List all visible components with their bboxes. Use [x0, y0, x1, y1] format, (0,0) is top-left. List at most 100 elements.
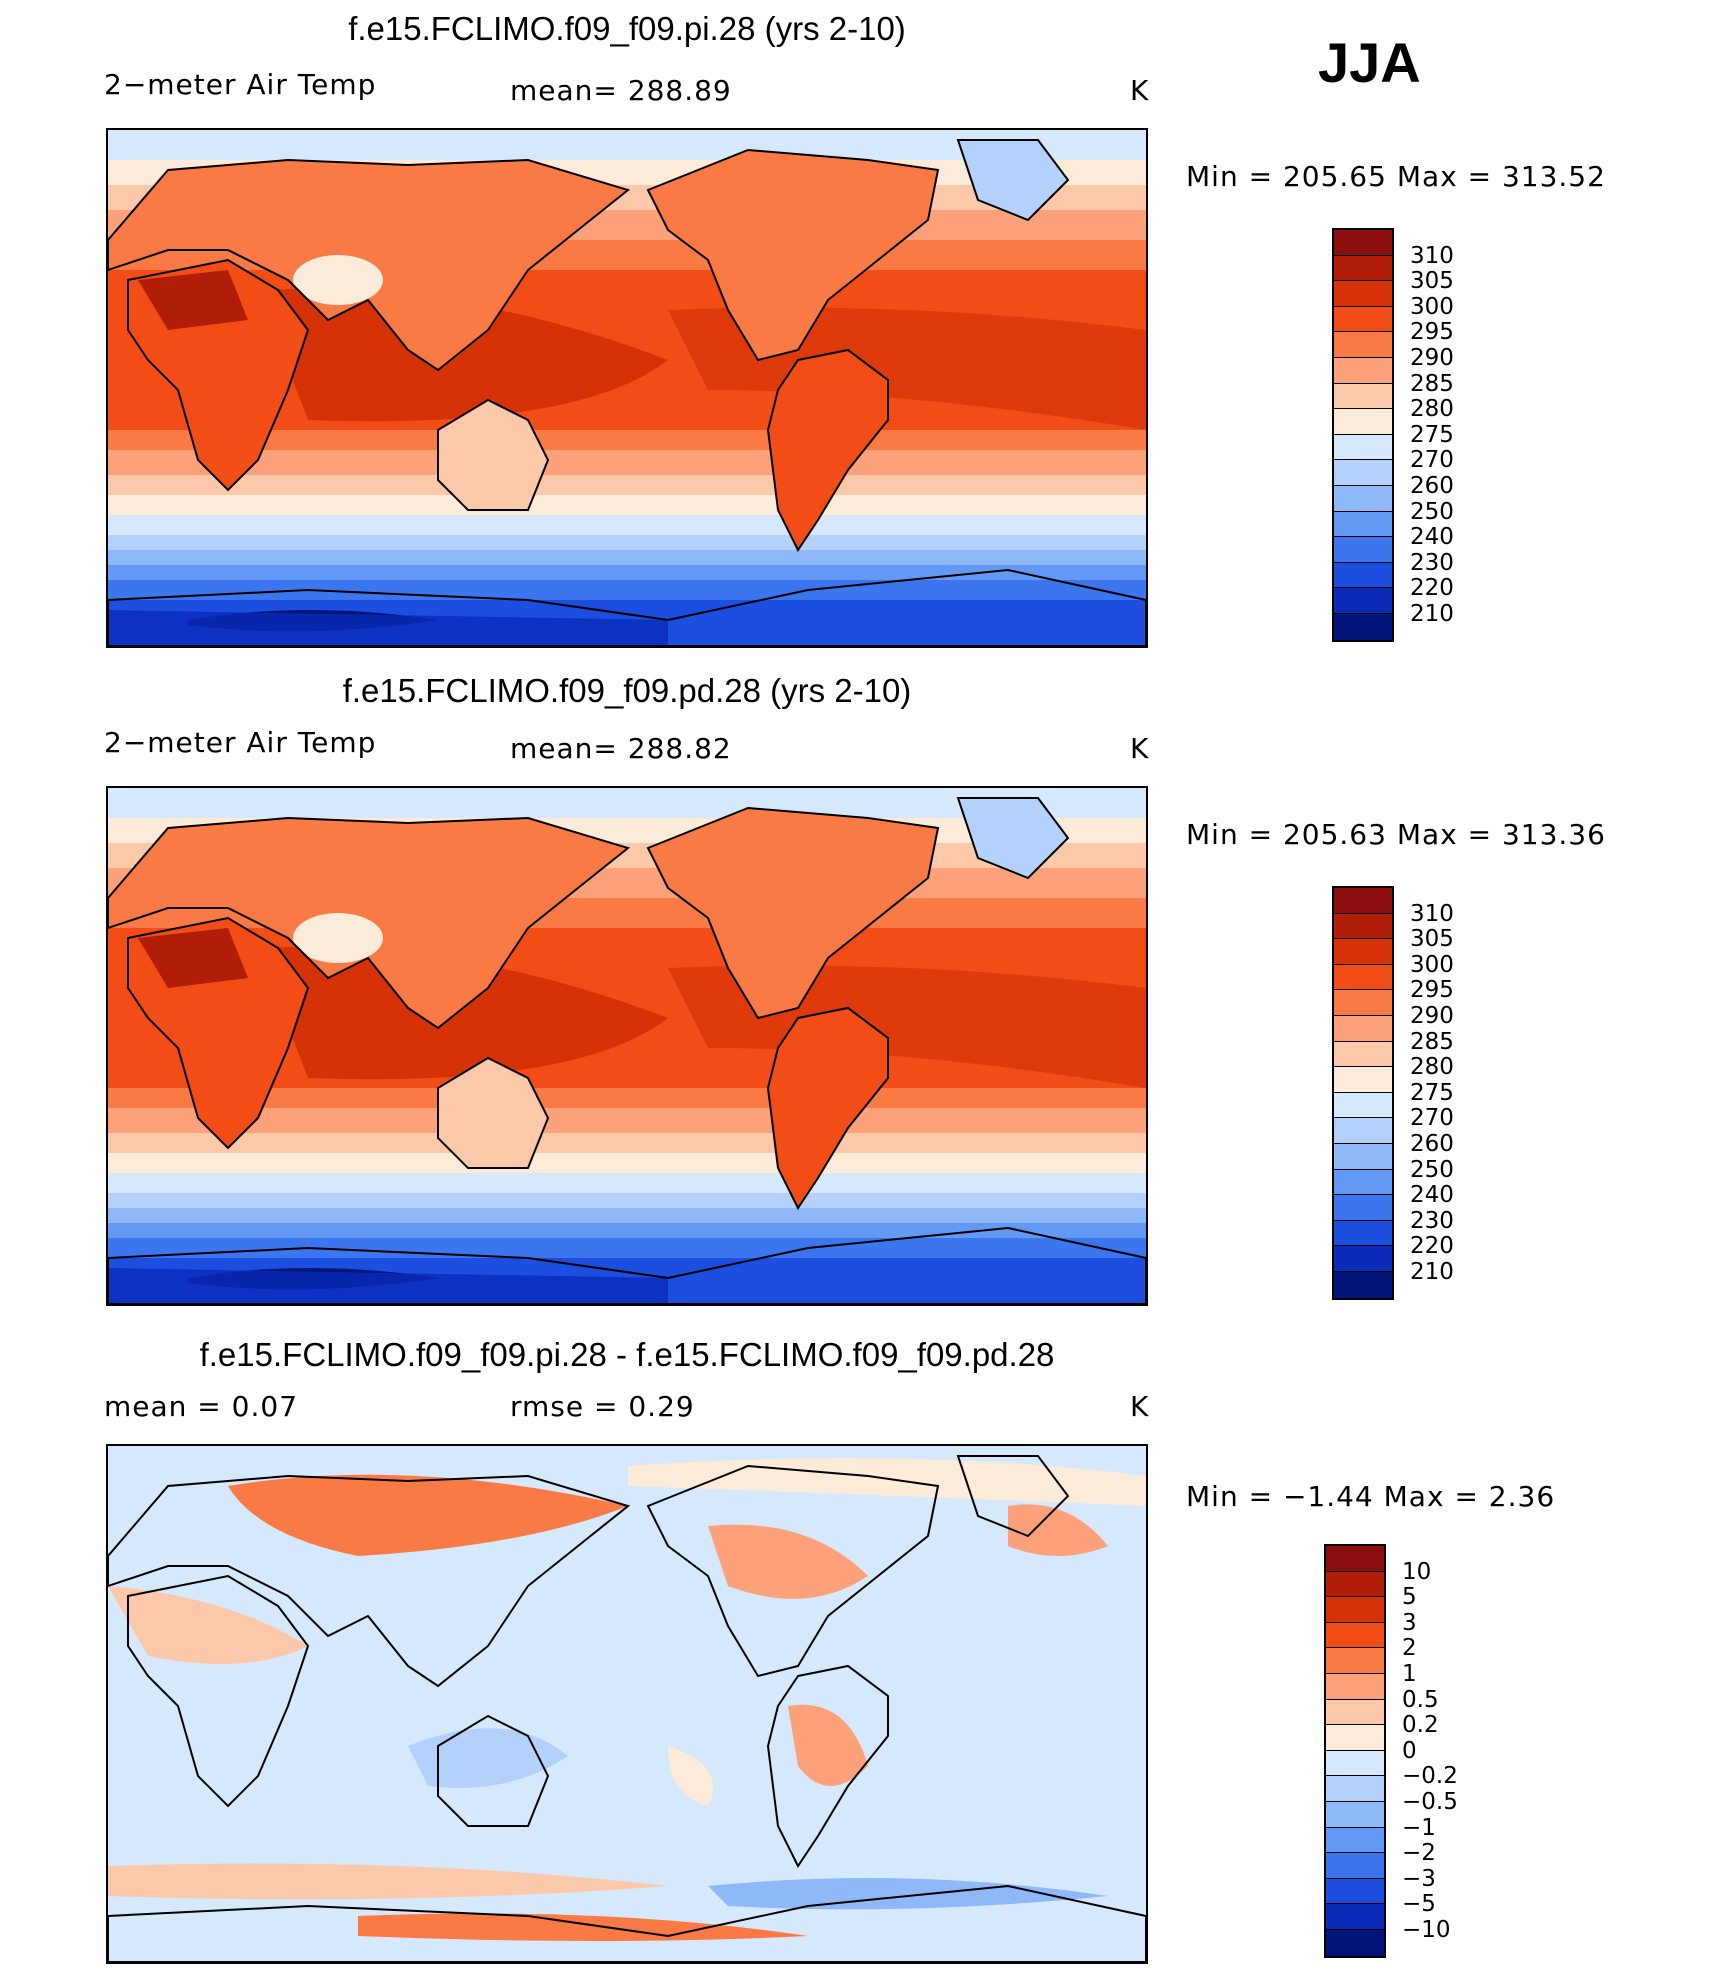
south-america-fill	[768, 350, 888, 550]
temperature-band	[108, 1193, 1146, 1208]
colorbar-tick-label: 290	[1410, 345, 1454, 371]
panel-3-minmax: Min = −1.44 Max = 2.36	[1186, 1480, 1556, 1513]
eurasia-coastline	[108, 816, 631, 1030]
colorbar-tick-label: 310	[1410, 242, 1454, 269]
colorbar-tick-label: 10	[1402, 1558, 1432, 1585]
colorbar-tick-label: 270	[1410, 447, 1454, 474]
panel-3-rmse-label: rmse = 0.29	[510, 1390, 695, 1423]
colorbar-tick-label: 295	[1410, 319, 1454, 346]
panel-1-minmax: Min = 205.65 Max = 313.52	[1186, 160, 1606, 193]
temperature-band	[108, 1208, 1146, 1223]
colorbar-tick-label: 290	[1410, 1003, 1454, 1029]
south-america-coastline	[766, 348, 889, 552]
colorbar-swatch	[1334, 460, 1392, 486]
colorbar-tick-label: 295	[1410, 977, 1454, 1004]
colorbar-tick-label: 2	[1402, 1635, 1417, 1662]
colorbar-swatch	[1326, 1546, 1384, 1572]
colorbar-swatch	[1334, 1220, 1392, 1247]
colorbar-swatch	[1326, 1878, 1384, 1905]
colorbar-tick-label: 275	[1410, 1079, 1454, 1106]
colorbar-swatch	[1334, 913, 1392, 940]
difference-anomaly-region	[228, 1474, 628, 1556]
north-america-coastline	[646, 806, 940, 1020]
temperature-band	[108, 450, 1146, 475]
panel-2-map	[106, 786, 1148, 1306]
map-canvas	[108, 1446, 1146, 1962]
temperature-band	[108, 1133, 1146, 1153]
temperature-band	[108, 580, 1146, 600]
panel-1-title: f.e15.FCLIMO.f09_f09.pi.28 (yrs 2-10)	[348, 10, 906, 47]
colorbar-swatch	[1334, 888, 1392, 914]
antarctica-coastline	[108, 1884, 1146, 1962]
colorbar-swatch	[1326, 1597, 1384, 1623]
colorbar-tick-label: 285	[1410, 1028, 1454, 1055]
colorbar-swatch	[1334, 1169, 1392, 1196]
antarctica-coastline	[108, 568, 1146, 646]
north-america-fill	[648, 808, 938, 1018]
colorbar-tick-label: 230	[1410, 1207, 1454, 1234]
south-america-coastline	[766, 1006, 889, 1210]
antarctic-cold-region	[108, 1268, 668, 1304]
colorbar-swatch	[1326, 1801, 1384, 1828]
colorbar-tick-label: 300	[1410, 293, 1454, 320]
temperature-band	[108, 430, 1146, 450]
panel-2-units: K	[1130, 732, 1150, 765]
eurasia-coastline	[108, 1474, 631, 1688]
greenland-coastline	[956, 139, 1070, 222]
panel-3-colorbar	[1324, 1544, 1386, 1958]
colorbar-tick-label: −3	[1402, 1865, 1436, 1892]
antarctica-coastline	[108, 1226, 1146, 1304]
colorbar-swatch	[1334, 613, 1392, 640]
colorbar-tick-label: 280	[1410, 396, 1454, 423]
colorbar-swatch	[1334, 939, 1392, 965]
colorbar-swatch	[1334, 1143, 1392, 1170]
panel-1-mean-label: mean= 288.89	[510, 74, 732, 107]
colorbar-swatch	[1334, 332, 1392, 358]
colorbar-swatch	[1334, 434, 1392, 461]
colorbar-tick-label: 240	[1410, 1182, 1454, 1209]
panel-1-colorbar	[1332, 228, 1394, 642]
colorbar-tick-label: 305	[1410, 926, 1454, 953]
colorbar-swatch	[1334, 281, 1392, 307]
colorbar-swatch	[1334, 964, 1392, 991]
temperature-band	[108, 550, 1146, 565]
colorbar-swatch	[1326, 1904, 1384, 1930]
temperature-band	[108, 1223, 1146, 1238]
temperature-band	[108, 515, 1146, 535]
south-america-fill	[768, 1008, 888, 1208]
colorbar-tick-label: 1	[1402, 1661, 1417, 1687]
colorbar-swatch	[1326, 1622, 1384, 1649]
colorbar-tick-label: 210	[1410, 601, 1454, 627]
colorbar-tick-label: 0.2	[1402, 1712, 1439, 1739]
colorbar-tick-label: 280	[1410, 1054, 1454, 1081]
colorbar-tick-label: 260	[1410, 473, 1454, 499]
colorbar-swatch	[1334, 1092, 1392, 1119]
difference-anomaly-region	[788, 1704, 868, 1786]
temperature-band	[108, 1238, 1146, 1258]
colorbar-tick-label: 310	[1410, 900, 1454, 927]
panel-3-mean-label: mean = 0.07	[104, 1390, 299, 1423]
australia-fill	[438, 400, 548, 510]
panel-3-map	[106, 1444, 1148, 1964]
difference-anomaly-region	[408, 1728, 568, 1788]
colorbar-tick-label: 270	[1410, 1105, 1454, 1132]
temperature-band	[108, 1153, 1146, 1173]
colorbar-tick-label: −5	[1402, 1891, 1436, 1918]
colorbar-tick-label: 250	[1410, 1156, 1454, 1183]
colorbar-tick-label: 250	[1410, 498, 1454, 525]
colorbar-tick-label: 5	[1402, 1584, 1417, 1611]
australia-coastline	[437, 1714, 550, 1827]
colorbar-swatch	[1326, 1776, 1384, 1802]
colorbar-tick-label: 275	[1410, 421, 1454, 448]
plateau-cold-region	[293, 255, 383, 305]
warm-pool-region	[258, 288, 668, 422]
panel-3-units: K	[1130, 1390, 1150, 1423]
colorbar-swatch	[1326, 1673, 1384, 1700]
colorbar-tick-label: 0	[1402, 1737, 1417, 1764]
antarctic-cold-region	[108, 610, 668, 646]
panel-1-variable-label: 2−meter Air Temp	[104, 68, 377, 101]
hot-desert-region	[138, 928, 248, 988]
plateau-cold-region	[293, 913, 383, 963]
difference-anomaly-region	[358, 1913, 808, 1941]
colorbar-swatch	[1334, 255, 1392, 282]
